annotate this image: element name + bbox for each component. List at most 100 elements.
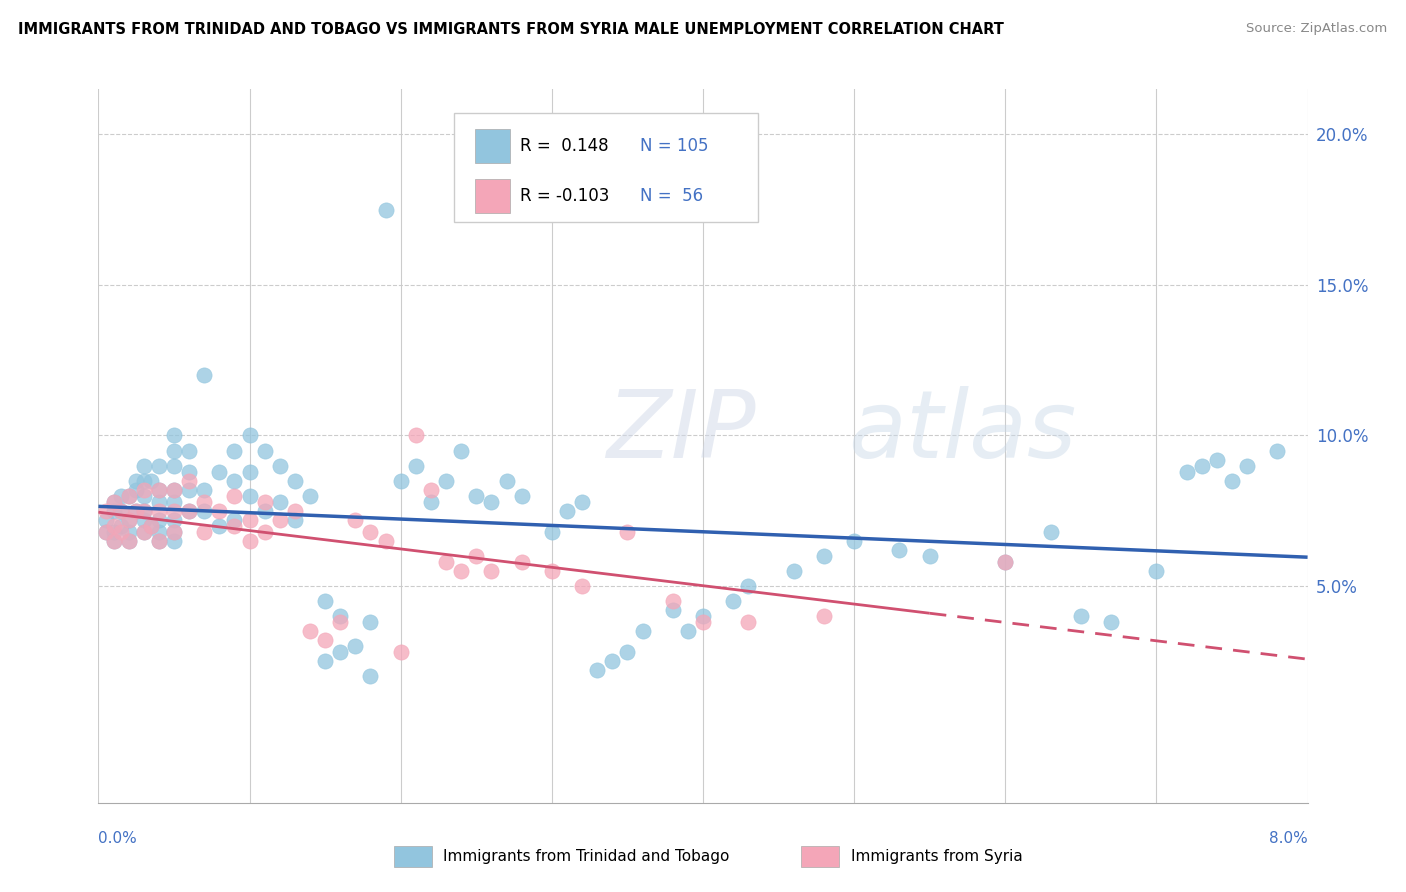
Point [1267, 443, 1289, 458]
Point [179, 504, 201, 518]
Point [284, 513, 307, 527]
Point [148, 483, 170, 497]
Point [405, 428, 427, 442]
Point [125, 483, 148, 497]
Point [118, 524, 141, 539]
Point [737, 579, 759, 593]
Point [571, 494, 593, 508]
Text: Immigrants from Syria: Immigrants from Syria [851, 849, 1022, 863]
Point [1070, 609, 1092, 624]
Point [1175, 465, 1198, 479]
Point [125, 504, 148, 518]
Point [224, 489, 246, 503]
Point [783, 564, 806, 578]
Point [110, 524, 132, 539]
Point [1220, 474, 1243, 488]
Point [541, 564, 564, 578]
Point [239, 513, 262, 527]
Point [163, 428, 186, 442]
Point [1039, 524, 1062, 539]
Point [299, 489, 322, 503]
Point [193, 368, 215, 383]
Point [329, 609, 352, 624]
Point [631, 624, 654, 639]
Point [434, 555, 457, 569]
Point [450, 443, 472, 458]
Text: N = 105: N = 105 [640, 136, 709, 154]
Point [163, 533, 186, 548]
Point [118, 513, 141, 527]
Point [510, 489, 533, 503]
Point [420, 494, 443, 508]
Point [239, 489, 262, 503]
Point [103, 494, 125, 508]
Point [434, 474, 457, 488]
Point [148, 524, 170, 539]
Point [813, 549, 835, 563]
Point [329, 615, 352, 629]
Point [1206, 452, 1229, 467]
Text: ZIP: ZIP [606, 386, 756, 477]
Point [148, 533, 170, 548]
Point [465, 489, 488, 503]
Point [163, 524, 186, 539]
Text: R =  0.148: R = 0.148 [520, 136, 609, 154]
Point [179, 465, 201, 479]
Point [132, 524, 155, 539]
Point [994, 555, 1017, 569]
Point [148, 483, 170, 497]
Point [224, 518, 246, 533]
Point [193, 504, 215, 518]
Point [616, 645, 638, 659]
Point [103, 533, 125, 548]
Point [132, 483, 155, 497]
Point [692, 615, 714, 629]
Point [163, 483, 186, 497]
Point [110, 504, 132, 518]
Point [616, 524, 638, 539]
Point [163, 483, 186, 497]
Point [118, 489, 141, 503]
Point [110, 489, 132, 503]
Point [602, 654, 624, 668]
Point [118, 489, 141, 503]
Point [723, 594, 745, 608]
Point [269, 494, 291, 508]
Point [541, 524, 564, 539]
Point [253, 443, 276, 458]
Point [163, 458, 186, 473]
Point [314, 633, 336, 648]
Point [132, 504, 155, 518]
Point [163, 443, 186, 458]
Point [329, 645, 352, 659]
Text: 0.0%: 0.0% [98, 831, 138, 846]
Point [1146, 564, 1168, 578]
Text: Source: ZipAtlas.com: Source: ZipAtlas.com [1247, 22, 1388, 36]
Point [179, 474, 201, 488]
Point [118, 533, 141, 548]
Point [103, 518, 125, 533]
Point [118, 533, 141, 548]
Point [125, 474, 148, 488]
Point [405, 458, 427, 473]
Text: IMMIGRANTS FROM TRINIDAD AND TOBAGO VS IMMIGRANTS FROM SYRIA MALE UNEMPLOYMENT C: IMMIGRANTS FROM TRINIDAD AND TOBAGO VS I… [18, 22, 1004, 37]
Point [193, 494, 215, 508]
Point [103, 494, 125, 508]
Point [125, 504, 148, 518]
Point [737, 615, 759, 629]
Point [1236, 458, 1258, 473]
Point [132, 513, 155, 527]
Point [360, 669, 382, 683]
Point [163, 524, 186, 539]
Point [179, 443, 201, 458]
Point [344, 513, 367, 527]
Point [163, 513, 186, 527]
Point [450, 564, 472, 578]
Point [94, 513, 117, 527]
Point [224, 474, 246, 488]
Point [193, 524, 215, 539]
Point [193, 483, 215, 497]
Point [163, 494, 186, 508]
Point [360, 524, 382, 539]
Point [284, 504, 307, 518]
